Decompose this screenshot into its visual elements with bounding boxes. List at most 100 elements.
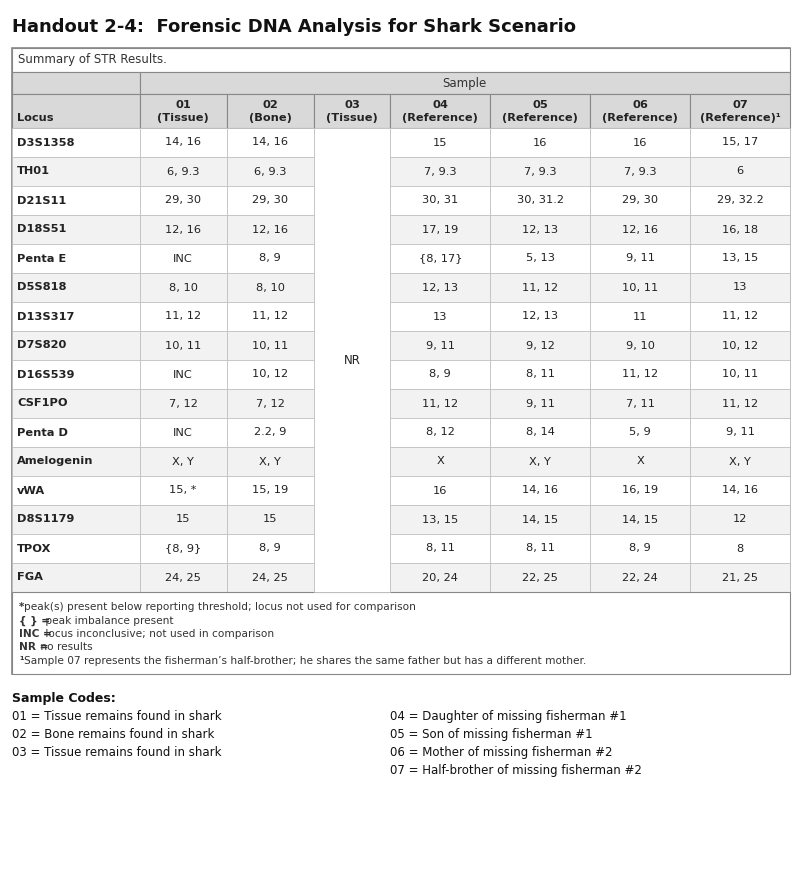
Bar	[590, 389, 690, 418]
Bar	[590, 94, 690, 128]
Text: 13, 15: 13, 15	[422, 514, 459, 524]
Text: 22, 24: 22, 24	[622, 572, 658, 582]
Text: { } =: { } =	[19, 616, 50, 626]
Text: 7, 11: 7, 11	[626, 399, 654, 409]
Bar	[12, 592, 790, 674]
Bar	[12, 360, 140, 389]
Text: Locus: Locus	[17, 113, 54, 123]
Bar	[314, 418, 391, 447]
Text: 8, 9: 8, 9	[429, 369, 452, 379]
Bar	[314, 505, 391, 534]
Text: D7S820: D7S820	[17, 341, 67, 351]
Text: Summary of STR Results.: Summary of STR Results.	[18, 53, 167, 67]
Bar	[227, 215, 314, 244]
Text: 5, 13: 5, 13	[526, 254, 555, 263]
Bar	[140, 302, 227, 331]
Text: 16, 18: 16, 18	[722, 224, 758, 234]
Bar	[140, 273, 227, 302]
Bar	[140, 360, 227, 389]
Text: 10, 12: 10, 12	[722, 341, 758, 351]
Text: 12, 16: 12, 16	[622, 224, 658, 234]
Text: (Reference)¹: (Reference)¹	[699, 113, 780, 123]
Bar	[227, 244, 314, 273]
Text: 03: 03	[344, 100, 360, 110]
Bar	[314, 389, 391, 418]
Bar	[590, 563, 690, 592]
Text: 02 = Bone remains found in shark: 02 = Bone remains found in shark	[12, 728, 214, 741]
Text: 15: 15	[176, 514, 190, 524]
Bar	[140, 157, 227, 186]
Bar	[12, 48, 790, 72]
Text: NR =: NR =	[19, 643, 48, 652]
Text: Handout 2-4:  Forensic DNA Analysis for Shark Scenario: Handout 2-4: Forensic DNA Analysis for S…	[12, 18, 576, 36]
Text: 24, 25: 24, 25	[165, 572, 201, 582]
Text: FGA: FGA	[17, 572, 43, 582]
Bar	[490, 418, 590, 447]
Bar	[391, 418, 490, 447]
Bar	[227, 505, 314, 534]
Bar	[490, 476, 590, 505]
Bar	[12, 302, 140, 331]
Bar	[227, 186, 314, 215]
Bar	[12, 94, 140, 128]
Bar	[314, 186, 391, 215]
Text: 7, 9.3: 7, 9.3	[524, 166, 557, 176]
Bar	[690, 360, 790, 389]
Bar	[391, 534, 490, 563]
Text: 29, 30: 29, 30	[622, 196, 658, 206]
Text: (Reference): (Reference)	[502, 113, 578, 123]
Text: 01 = Tissue remains found in shark: 01 = Tissue remains found in shark	[12, 710, 221, 723]
Text: X: X	[636, 457, 644, 466]
Bar	[391, 476, 490, 505]
Text: (Bone): (Bone)	[249, 113, 292, 123]
Text: 30, 31: 30, 31	[422, 196, 459, 206]
Text: 9, 11: 9, 11	[526, 399, 555, 409]
Bar	[490, 447, 590, 476]
Text: 8, 12: 8, 12	[426, 427, 455, 438]
Bar	[590, 273, 690, 302]
Bar	[314, 331, 391, 360]
Bar	[12, 215, 140, 244]
Bar	[140, 505, 227, 534]
Text: 24, 25: 24, 25	[253, 572, 288, 582]
Text: (Reference): (Reference)	[602, 113, 678, 123]
Bar	[12, 476, 140, 505]
Text: 14, 16: 14, 16	[253, 137, 288, 148]
Text: 06: 06	[632, 100, 648, 110]
Text: 15, 17: 15, 17	[722, 137, 758, 148]
Text: 12, 16: 12, 16	[165, 224, 201, 234]
Text: 07: 07	[732, 100, 748, 110]
Text: {8, 9}: {8, 9}	[165, 544, 201, 554]
Text: 14, 15: 14, 15	[622, 514, 658, 524]
Bar	[227, 157, 314, 186]
Bar	[227, 331, 314, 360]
Bar	[690, 128, 790, 157]
Text: ¹: ¹	[19, 656, 23, 666]
Text: 16: 16	[633, 137, 647, 148]
Bar	[314, 534, 391, 563]
Text: 6, 9.3: 6, 9.3	[254, 166, 286, 176]
Bar	[590, 505, 690, 534]
Text: (Tissue): (Tissue)	[157, 113, 209, 123]
Bar	[12, 48, 790, 674]
Bar	[314, 360, 391, 389]
Text: 02: 02	[262, 100, 278, 110]
Text: X, Y: X, Y	[259, 457, 282, 466]
Bar	[391, 447, 490, 476]
Text: locus inconclusive; not used in comparison: locus inconclusive; not used in comparis…	[42, 629, 273, 639]
Text: 9, 11: 9, 11	[426, 341, 455, 351]
Bar	[490, 563, 590, 592]
Text: 05 = Son of missing fisherman #1: 05 = Son of missing fisherman #1	[390, 728, 593, 741]
Bar	[227, 418, 314, 447]
Text: 11, 12: 11, 12	[165, 312, 201, 321]
Bar	[690, 476, 790, 505]
Bar	[490, 534, 590, 563]
Bar	[227, 94, 314, 128]
Text: 14, 15: 14, 15	[522, 514, 558, 524]
Text: 9, 10: 9, 10	[626, 341, 654, 351]
Text: 11, 12: 11, 12	[722, 399, 758, 409]
Text: 15: 15	[433, 137, 448, 148]
Text: 8, 14: 8, 14	[526, 427, 555, 438]
Bar	[227, 563, 314, 592]
Text: Sample: Sample	[443, 77, 487, 90]
